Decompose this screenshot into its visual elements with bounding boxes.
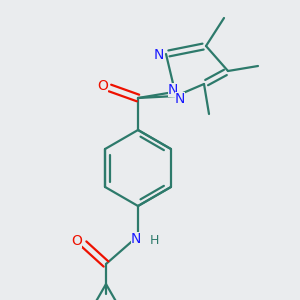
Text: N: N [131,232,141,246]
Text: N: N [154,48,164,62]
Text: O: O [72,234,83,248]
Text: H: H [149,235,159,248]
Text: N: N [168,83,178,97]
Text: O: O [98,79,108,93]
Text: N: N [175,92,185,106]
